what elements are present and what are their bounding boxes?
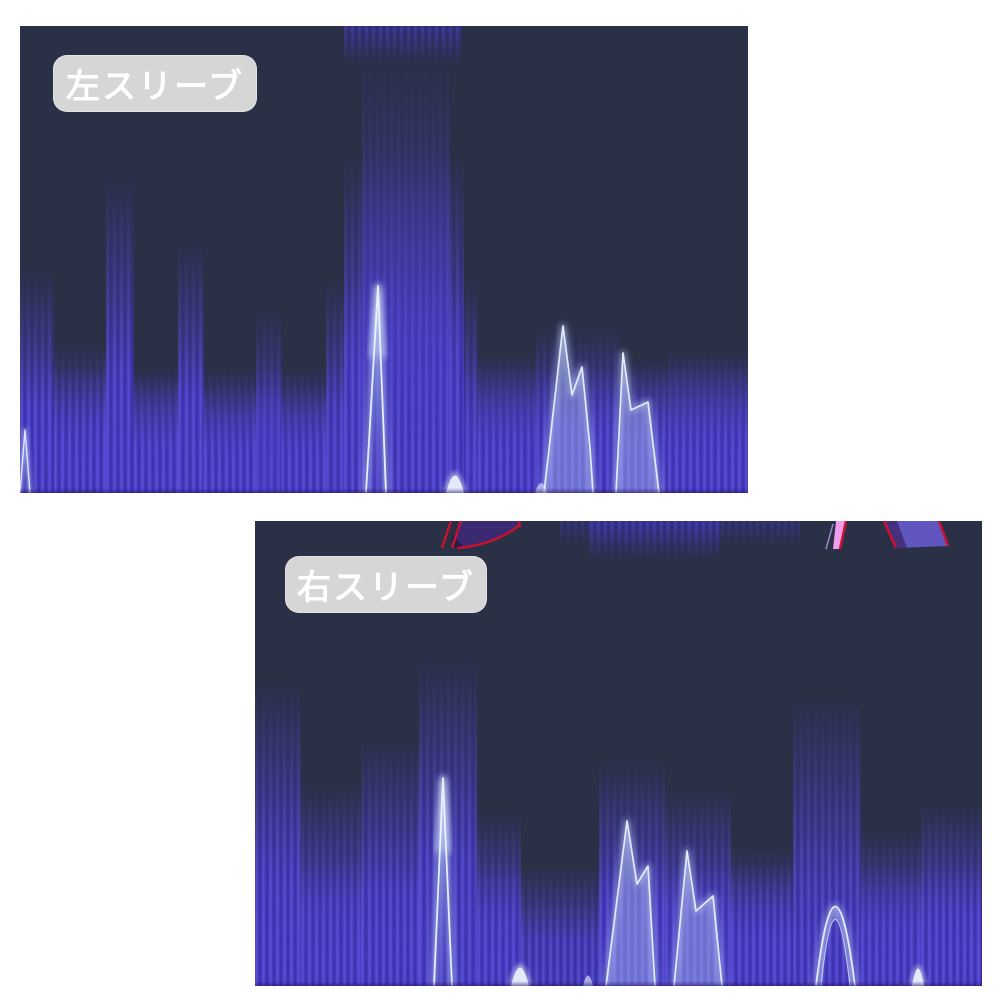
cropped-artwork-fragments (440, 521, 950, 550)
right-sleeve-badge: 右スリーブ (285, 556, 487, 613)
left-sleeve-badge: 左スリーブ (53, 55, 257, 112)
wave-m-shape (606, 821, 655, 986)
right-sleeve-badge-label: 右スリーブ (297, 569, 475, 607)
left-sleeve-panel: 左スリーブ (20, 26, 748, 493)
wave-m-shape (673, 850, 723, 986)
spectrum-column (106, 175, 134, 493)
wave-spike-tall (433, 777, 453, 986)
spectrum-column (256, 308, 282, 493)
top-glow-band (590, 521, 720, 563)
panel-bottom-edge (255, 981, 982, 986)
spectrum-column (178, 240, 204, 493)
waveform-overlay-right (431, 775, 927, 986)
spectrum-column (921, 801, 982, 986)
spectrum-column (301, 781, 361, 986)
artwork-fragment-pink-sliver (825, 521, 848, 550)
wave-spike-small (20, 429, 31, 493)
wave-spike-small (20, 428, 32, 493)
waveform-overlay-left (20, 283, 662, 493)
wave-spike-tall (365, 285, 387, 493)
wave-m-shape (544, 326, 593, 493)
spectrum-column (731, 846, 793, 986)
wave-m-shape (615, 352, 660, 493)
wave-m-shape (605, 820, 656, 986)
spectrum-column (536, 328, 620, 493)
artwork-fragment-red-trim (440, 521, 522, 550)
spectrum-column (478, 353, 536, 493)
spectrum-column (134, 375, 182, 493)
spectrum-column (477, 811, 521, 986)
wave-arch (820, 918, 851, 986)
spectrum-column (54, 343, 110, 493)
spectrum-column (861, 828, 921, 986)
right-sleeve-panel: 右スリーブ (255, 521, 982, 986)
spectrum-column (362, 26, 450, 493)
artwork-fragment-purple-parallelogram (882, 521, 950, 549)
spectrum-column (361, 736, 421, 986)
spectrum-column (668, 348, 748, 493)
wave-m-shape (543, 325, 594, 493)
left-sleeve-badge-label: 左スリーブ (66, 68, 244, 106)
spectrum-column (255, 681, 301, 986)
panel-bottom-edge (20, 488, 748, 493)
top-glow-band (344, 26, 462, 68)
wave-arch (815, 905, 856, 986)
